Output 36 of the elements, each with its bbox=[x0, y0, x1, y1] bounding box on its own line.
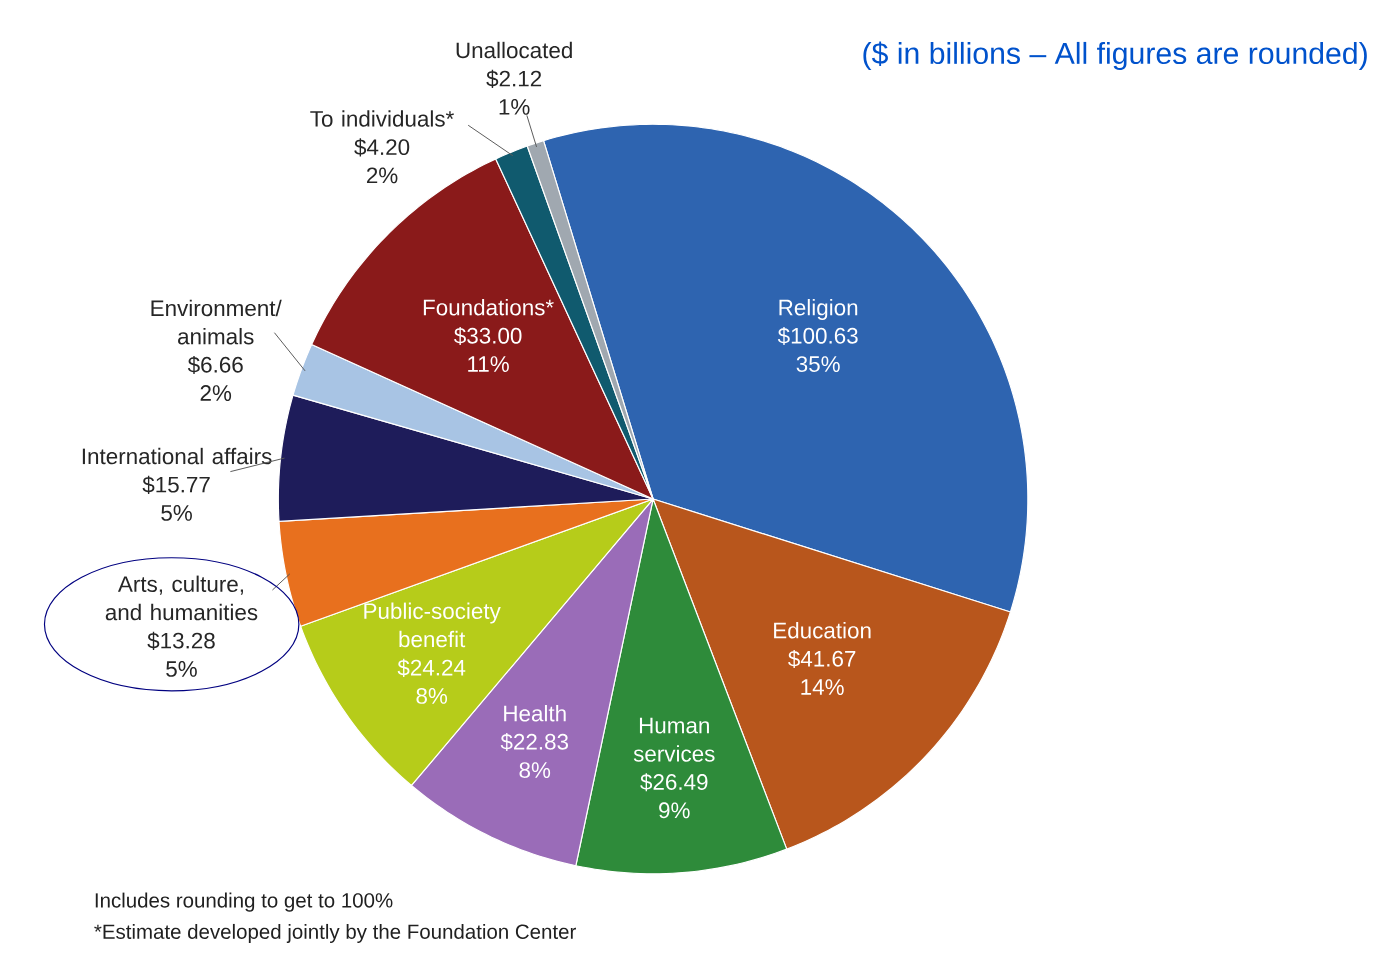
text: 2% bbox=[366, 167, 398, 184]
text: 9% bbox=[659, 802, 690, 819]
data-label: $2.12 bbox=[486, 69, 542, 89]
text: 1% bbox=[499, 99, 530, 115]
slice-label: Arts, culture, and humanities bbox=[105, 575, 258, 621]
slice-label: Human services bbox=[633, 718, 715, 762]
data-label: $6.66 bbox=[187, 356, 243, 375]
data-label: $4.20 bbox=[354, 138, 410, 157]
text: ($ in billions – All figures are rounded) bbox=[863, 41, 1367, 71]
text: *Estimate developed jointly by the Foundation Center bbox=[94, 924, 576, 944]
data-label: $15.77 bbox=[142, 475, 210, 495]
data-label: $100.63 bbox=[777, 327, 858, 346]
text: 11% bbox=[468, 356, 509, 373]
slice-label: Public-society benefit bbox=[364, 602, 501, 648]
data-label: $41.67 bbox=[788, 650, 856, 669]
slice-label: Foundations* bbox=[423, 299, 554, 316]
text: 2% bbox=[200, 385, 232, 402]
slice-label: Environment/ animals bbox=[151, 299, 282, 345]
slice-label: Religion bbox=[779, 299, 858, 321]
data-label: $22.83 bbox=[500, 733, 569, 752]
text: 5% bbox=[166, 661, 197, 678]
slice-label: International affairs bbox=[82, 448, 272, 465]
text: Includes rounding to get to 100% bbox=[95, 892, 393, 912]
slice-label: Unallocated bbox=[456, 42, 572, 59]
slice-label: Health bbox=[504, 705, 566, 722]
text: 14% bbox=[801, 679, 844, 696]
slice-label: Education bbox=[774, 622, 871, 639]
text: 8% bbox=[416, 688, 448, 705]
data-label: $13.28 bbox=[147, 632, 215, 651]
slice-label: To individuals* bbox=[310, 110, 454, 128]
text: 8% bbox=[519, 762, 551, 779]
text: 5% bbox=[161, 505, 192, 522]
data-label: $24.24 bbox=[397, 659, 466, 678]
data-label: $33.00 bbox=[454, 327, 522, 346]
text: 35% bbox=[796, 356, 840, 373]
data-label: $26.49 bbox=[640, 773, 708, 792]
